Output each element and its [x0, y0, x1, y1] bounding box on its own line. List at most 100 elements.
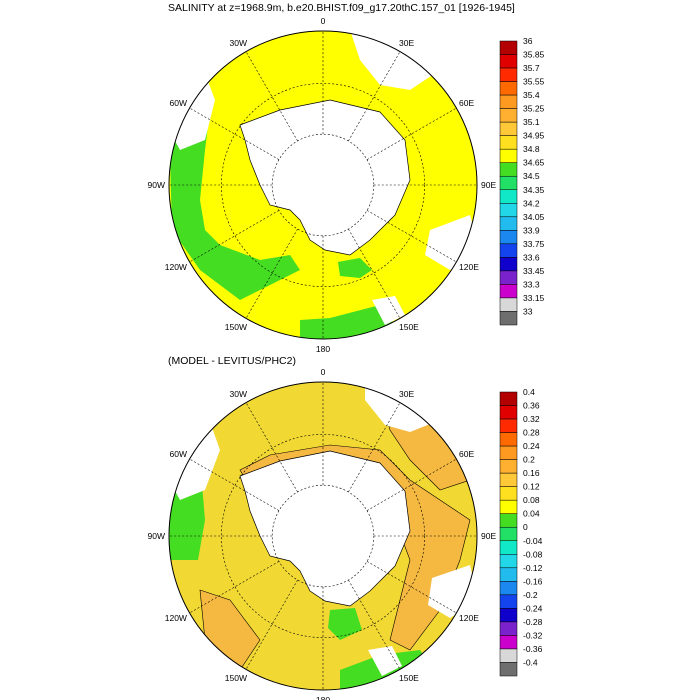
- colorbar-label: 0.16: [523, 468, 540, 478]
- colorbar-swatch: [499, 418, 518, 433]
- top-map-title: SALINITY at z=1968.9m, b.e20.BHIST.f09_g…: [168, 2, 515, 14]
- colorbar-swatch: [499, 311, 518, 326]
- bottom-antarctica: [239, 450, 411, 607]
- colorbar-swatch: [499, 445, 518, 460]
- colorbar-label: 33.75: [523, 239, 545, 249]
- colorbar-label: 0.24: [523, 441, 540, 451]
- colorbar-swatch: [499, 94, 518, 109]
- colorbar-label: -0.04: [523, 536, 543, 546]
- colorbar-swatch: [499, 621, 518, 636]
- meridian-line: [245, 51, 298, 142]
- colorbar-swatch: [499, 554, 518, 569]
- colorbar-swatch: [499, 459, 518, 474]
- colorbar-swatch: [499, 284, 518, 299]
- colorbar-label: 0: [523, 522, 528, 532]
- colorbar-label: 34.2: [523, 198, 540, 208]
- colorbar-swatch: [499, 216, 518, 231]
- colorbar-label: -0.12: [523, 563, 543, 573]
- top-polar-map: [168, 30, 478, 340]
- longitude-label: 0: [321, 16, 326, 26]
- meridian-line: [348, 228, 401, 319]
- colorbar-swatch: [499, 54, 518, 69]
- longitude-label: 60W: [169, 98, 186, 108]
- colorbar-swatch: [499, 581, 518, 596]
- longitude-label: 90E: [481, 180, 496, 190]
- colorbar-label: 0.4: [523, 387, 535, 397]
- meridian-line: [189, 561, 280, 614]
- colorbar-label: 33.6: [523, 252, 540, 262]
- colorbar-swatch: [499, 540, 518, 555]
- meridian-line: [366, 210, 457, 263]
- top-map-border: [168, 30, 478, 340]
- colorbar-swatch: [499, 297, 518, 312]
- top-fresh-region-west: [169, 110, 300, 300]
- meridian-line: [245, 579, 298, 670]
- bottom-graticule: [169, 382, 477, 690]
- colorbar-swatch: [499, 148, 518, 163]
- colorbar-label: 35.25: [523, 104, 545, 114]
- colorbar-swatch: [499, 203, 518, 218]
- bottom-polar-map: [168, 381, 478, 691]
- longitude-label: 30W: [230, 38, 247, 48]
- bottom-longitude-labels: 0 30E 60E 90E 120E 150E 180 150W 120W 90W 60W 30W: [148, 367, 497, 700]
- longitude-label: 30E: [399, 38, 414, 48]
- colorbar-label: 34.95: [523, 131, 545, 141]
- top-fresh-region-ross: [338, 258, 372, 278]
- longitude-label: 180: [316, 695, 330, 700]
- colorbar-swatch: [499, 526, 518, 542]
- meridian-line: [189, 210, 280, 263]
- colorbar-label: 35.1: [523, 117, 540, 127]
- top-land-nz: [372, 296, 405, 325]
- colorbar-label: 33.3: [523, 279, 540, 289]
- colorbar-label: 33.45: [523, 266, 545, 276]
- bottom-land-nz: [368, 646, 402, 676]
- colorbar-swatch: [499, 662, 518, 677]
- bottom-colorbar: 0.4 0.36 0.32 0.28 0.24 0.2 0.16 0.12 0.08 0.04 0 -…: [499, 387, 543, 677]
- bottom-green-region-ross: [328, 608, 362, 640]
- colorbar-label: 35.7: [523, 63, 540, 73]
- longitude-label: 180: [316, 344, 330, 354]
- colorbar-label: -0.16: [523, 576, 543, 586]
- meridian-line: [366, 458, 457, 511]
- top-longitude-labels: 0 30E 60E 90E 120E 150E 180 150W 120W 90W 60W 30W: [148, 16, 497, 354]
- longitude-label: 30W: [230, 389, 247, 399]
- colorbar-label: 0.08: [523, 495, 540, 505]
- longitude-label: 0: [321, 367, 326, 377]
- longitude-label: 120W: [165, 262, 187, 272]
- longitude-label: 60E: [459, 449, 474, 459]
- longitude-label: 30E: [399, 389, 414, 399]
- colorbar-label: 35.85: [523, 50, 545, 60]
- colorbar-label: -0.4: [523, 657, 538, 667]
- longitude-label: 120W: [165, 613, 187, 623]
- colorbar-swatch: [499, 567, 518, 582]
- colorbar-label: 34.5: [523, 171, 540, 181]
- colorbar-label: 35.55: [523, 77, 545, 87]
- colorbar-swatch: [499, 270, 518, 285]
- colorbar-swatch: [499, 243, 518, 258]
- longitude-label: 90W: [148, 180, 165, 190]
- colorbar-label: 35.4: [523, 90, 540, 100]
- top-graticule: [169, 31, 477, 339]
- colorbar-label: -0.08: [523, 549, 543, 559]
- colorbar-label: 34.05: [523, 212, 545, 222]
- longitude-label: 60W: [169, 449, 186, 459]
- longitude-label: 150W: [225, 673, 247, 683]
- longitude-label: 150E: [399, 673, 419, 683]
- meridian-line: [348, 402, 401, 493]
- meridian-line: [189, 458, 280, 511]
- colorbar-swatch: [499, 499, 518, 514]
- colorbar-label: -0.36: [523, 644, 543, 654]
- colorbar-label: 0.2: [523, 455, 535, 465]
- colorbar-label: 34.65: [523, 158, 545, 168]
- meridian-line: [366, 561, 457, 614]
- colorbar-label: -0.28: [523, 617, 543, 627]
- meridian-line: [245, 402, 298, 493]
- colorbar-swatch: [499, 594, 518, 609]
- colorbar-label: 0.04: [523, 509, 540, 519]
- colorbar-label: -0.24: [523, 603, 543, 613]
- longitude-label: 150E: [399, 322, 419, 332]
- colorbar-label: 0.32: [523, 414, 540, 424]
- colorbar-label: 33.9: [523, 225, 540, 235]
- longitude-label: 60E: [459, 98, 474, 108]
